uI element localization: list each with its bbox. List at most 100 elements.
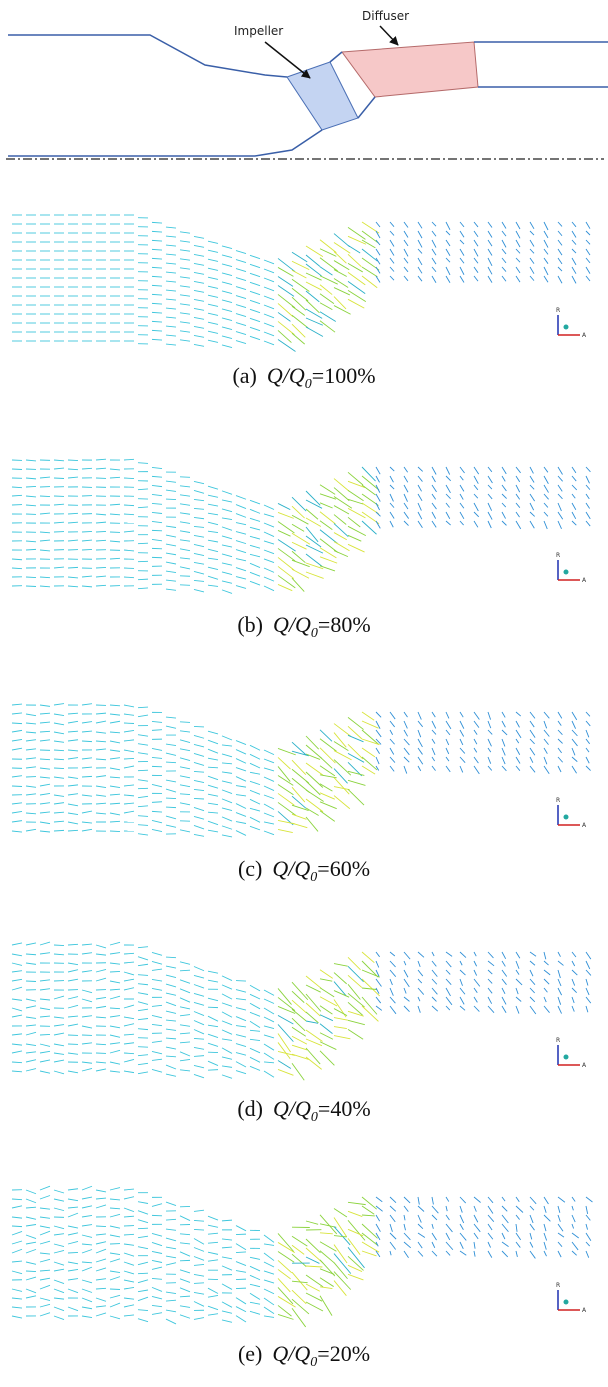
flow-vector — [431, 1196, 434, 1205]
flow-vector — [389, 765, 395, 772]
flow-vector — [515, 493, 521, 500]
flow-vector — [11, 1225, 23, 1228]
flow-vector — [193, 1247, 205, 1252]
flow-vector — [585, 502, 590, 509]
flow-vector — [39, 1312, 51, 1317]
flow-vector — [53, 1250, 65, 1254]
flow-vector — [207, 1015, 219, 1022]
flow-vector — [557, 475, 563, 482]
flow-vector — [25, 812, 37, 815]
flow-vector — [417, 1241, 423, 1249]
flow-vector — [473, 248, 479, 257]
flow-vector — [235, 268, 247, 273]
flow-vector — [263, 1016, 275, 1023]
flow-vector — [123, 765, 135, 769]
flow-vector — [291, 1298, 310, 1315]
flow-vector — [571, 996, 575, 1004]
flow-vector — [11, 729, 23, 733]
flow-vector — [53, 767, 65, 770]
flow-vector — [193, 236, 205, 239]
flow-vector — [333, 759, 352, 776]
flow-vector — [277, 285, 295, 297]
flow-vector — [193, 281, 205, 284]
flow-vector — [179, 1233, 191, 1236]
flow-vector — [81, 952, 93, 955]
flow-vector — [347, 289, 367, 303]
flow-vector — [151, 1304, 163, 1308]
flow-vector — [123, 704, 135, 708]
flow-vector — [81, 998, 93, 1003]
caption: (c) Q/Q0=60% — [238, 856, 370, 885]
flow-vector — [165, 1064, 177, 1070]
flow-vector — [221, 299, 233, 303]
flow-vector — [53, 995, 65, 1000]
flow-vector — [529, 520, 535, 529]
flow-vector — [221, 762, 233, 765]
flow-vector — [53, 1024, 65, 1027]
flow-vector — [459, 248, 465, 256]
flow-vector — [179, 739, 191, 744]
flow-vector — [207, 1060, 219, 1066]
flow-vector — [333, 972, 347, 985]
flow-vector — [459, 493, 464, 500]
flow-vector — [249, 281, 261, 287]
flow-vector — [431, 1214, 438, 1221]
flow-vector — [235, 1243, 247, 1251]
flow-vector — [431, 239, 437, 248]
flow-vector — [347, 1273, 364, 1281]
flow-vector — [81, 1243, 93, 1246]
caption-value: =40% — [318, 1096, 371, 1121]
flow-vector — [375, 257, 381, 265]
flow-vector — [291, 1008, 307, 1022]
flow-vector — [235, 340, 247, 345]
flow-vector — [123, 784, 135, 787]
flow-vector — [137, 1279, 149, 1284]
flow-vector — [221, 816, 233, 822]
flow-vector — [361, 484, 376, 496]
flow-vector — [277, 997, 296, 1012]
flow-vector — [123, 1023, 135, 1027]
flow-vector — [39, 495, 51, 497]
flow-vector — [53, 1070, 65, 1075]
flow-vector — [333, 963, 348, 967]
flow-vector — [585, 738, 591, 745]
flow-vector — [445, 493, 451, 500]
flow-vector — [235, 1061, 247, 1068]
flow-vector — [165, 570, 177, 574]
flow-vector — [445, 466, 451, 475]
flow-vector — [193, 984, 205, 989]
flow-vector — [487, 738, 492, 747]
flow-vector — [25, 1051, 37, 1054]
flow-vector — [11, 1033, 23, 1036]
flow-vector — [221, 789, 233, 795]
flow-vector — [375, 951, 380, 958]
flow-vector — [557, 248, 563, 256]
flow-vector — [389, 1232, 397, 1240]
flow-vector — [235, 1007, 247, 1011]
flow-vector — [179, 775, 191, 779]
flow-vector — [403, 1196, 411, 1204]
flow-vector — [151, 538, 163, 542]
flow-vector — [207, 775, 219, 781]
flow-vector — [585, 275, 591, 282]
flow-vector — [81, 1205, 93, 1209]
flow-vector — [109, 1302, 121, 1308]
flow-vector — [193, 1238, 205, 1245]
flow-vector — [165, 779, 177, 783]
flow-vector — [81, 585, 93, 588]
flow-vector — [403, 720, 408, 729]
flow-vector — [67, 1052, 79, 1055]
flow-vector — [319, 1050, 335, 1066]
flow-vector — [431, 493, 437, 500]
flow-vector — [193, 1264, 205, 1266]
flow-vector — [417, 729, 422, 738]
flow-vector — [53, 758, 65, 761]
flow-vector — [53, 794, 65, 797]
flow-vector — [39, 704, 51, 707]
flow-vector — [179, 330, 191, 333]
flow-vector — [403, 756, 410, 763]
flow-vector — [39, 739, 51, 742]
axis-origin — [563, 814, 569, 820]
flow-vector — [305, 807, 319, 816]
flow-vector — [193, 526, 205, 528]
